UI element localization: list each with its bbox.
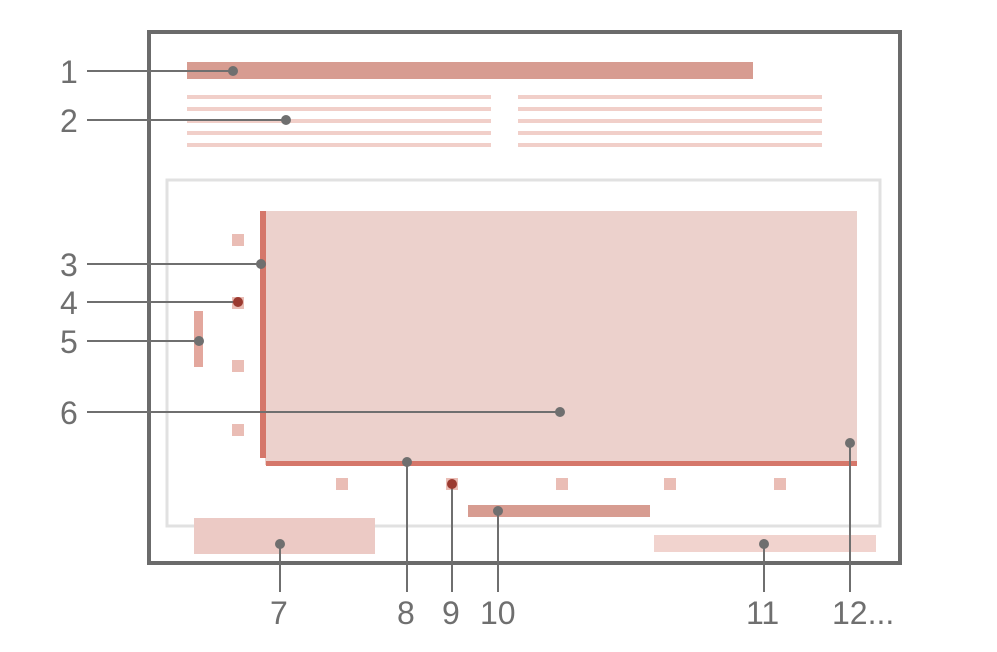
callout-12: 12... [832, 595, 894, 631]
callout-3: 3 [60, 247, 78, 283]
leader-dots [194, 66, 855, 549]
leader-dot [233, 297, 243, 307]
callout-5: 5 [60, 324, 78, 360]
callout-8: 8 [397, 595, 415, 631]
x-tick-label [556, 478, 568, 490]
chart-frame [165, 178, 882, 528]
bottom-left-box [194, 518, 375, 554]
callout-4: 4 [60, 285, 78, 321]
callout-11: 11 [746, 595, 779, 631]
y-tick-label [232, 360, 244, 372]
leader-dot [845, 438, 855, 448]
text-block-left [187, 95, 491, 147]
callout-2: 2 [60, 103, 78, 139]
y-tick-label [232, 424, 244, 436]
leader-lines [87, 70, 851, 592]
x-axis-line [266, 461, 857, 466]
y-axis-line [260, 211, 266, 458]
leader-dot [281, 115, 291, 125]
text-block-right [518, 95, 822, 147]
leader-dot [759, 539, 769, 549]
callout-1: 1 [60, 54, 78, 90]
callout-7: 7 [270, 595, 288, 631]
figure-frame [147, 30, 902, 565]
callout-10: 10 [480, 595, 516, 631]
leader-dot [256, 259, 266, 269]
leader-dot [493, 506, 503, 516]
leader-dot [275, 539, 285, 549]
leader-dot [228, 66, 238, 76]
x-tick-label [336, 478, 348, 490]
x-tick-label [664, 478, 676, 490]
leader-dot [194, 336, 204, 346]
y-tick-label [232, 234, 244, 246]
leader-dot [447, 479, 457, 489]
leader-dot [555, 407, 565, 417]
callout-9: 9 [442, 595, 460, 631]
x-axis-title [468, 505, 650, 517]
leader-dot [402, 457, 412, 467]
plot-area [265, 211, 857, 465]
x-tick-label [774, 478, 786, 490]
callout-6: 6 [60, 395, 78, 431]
title-bar [187, 62, 753, 79]
